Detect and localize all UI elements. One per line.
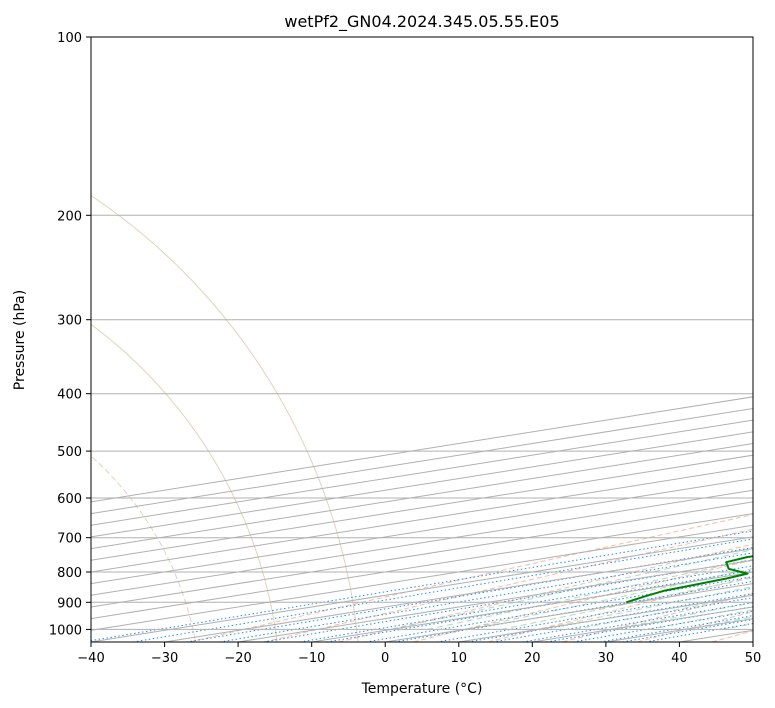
x-tick-label: −20 [224, 651, 251, 666]
x-tick-label: 10 [451, 651, 468, 666]
isotherm-line [91, 454, 753, 561]
grid-lines [91, 37, 753, 642]
dry-adiabat-line [338, 543, 753, 642]
reference-arc [91, 195, 359, 642]
isotherm-line [91, 513, 753, 620]
reference-arc [91, 323, 278, 642]
dry-adiabat-line [413, 559, 753, 642]
isotherm-line [91, 466, 753, 573]
y-axis: 100 200 300 400 500 600 700 800 900 1000 [49, 31, 91, 638]
x-tick-label: 40 [671, 651, 688, 666]
mixing-ratio-line [365, 576, 753, 642]
isotherm-line [91, 536, 753, 642]
y-tick-label: 300 [57, 314, 82, 329]
y-tick-label: 900 [57, 596, 82, 611]
isotherm-line [91, 524, 753, 631]
moist-adiabat-line [464, 568, 753, 630]
y-tick-label: 100 [57, 31, 82, 46]
y-tick-label: 800 [57, 566, 82, 581]
isotherm-line [91, 478, 753, 585]
y-tick-label: 200 [57, 209, 82, 224]
isotherm-line [91, 501, 753, 608]
plot-frame [90, 36, 754, 643]
x-tick-label: 0 [381, 651, 389, 666]
x-tick-label: −30 [151, 651, 178, 666]
isotherm-line [91, 443, 753, 550]
x-tick-label: 30 [598, 651, 615, 666]
x-tick-label: 50 [745, 651, 762, 666]
dry-adiabat-line [189, 514, 753, 642]
x-axis: −40 −30 −20 −10 0 10 20 30 40 50 [77, 642, 761, 666]
mixing-ratio-line [132, 538, 753, 642]
moist-adiabat-line [537, 586, 753, 630]
y-tick-label: 600 [57, 492, 82, 507]
x-axis-title: Temperature (°C) [361, 681, 483, 697]
y-axis-title: Pressure (hPa) [12, 290, 28, 390]
mixing-ratio-line [436, 587, 753, 642]
x-tick-label: −10 [298, 651, 325, 666]
y-tick-label: 500 [57, 445, 82, 460]
x-tick-label: 20 [524, 651, 541, 666]
x-tick-label: −40 [77, 651, 104, 666]
dry-adiabat-line [562, 593, 753, 642]
y-tick-label: 400 [57, 388, 82, 403]
chart-title: wetPf2_GN04.2024.345.05.55.E05 [284, 12, 559, 32]
isotherm-line [91, 489, 753, 596]
mixing-ratio-line [326, 569, 753, 642]
y-tick-label: 700 [57, 532, 82, 547]
y-tick-label: 1000 [49, 623, 82, 638]
